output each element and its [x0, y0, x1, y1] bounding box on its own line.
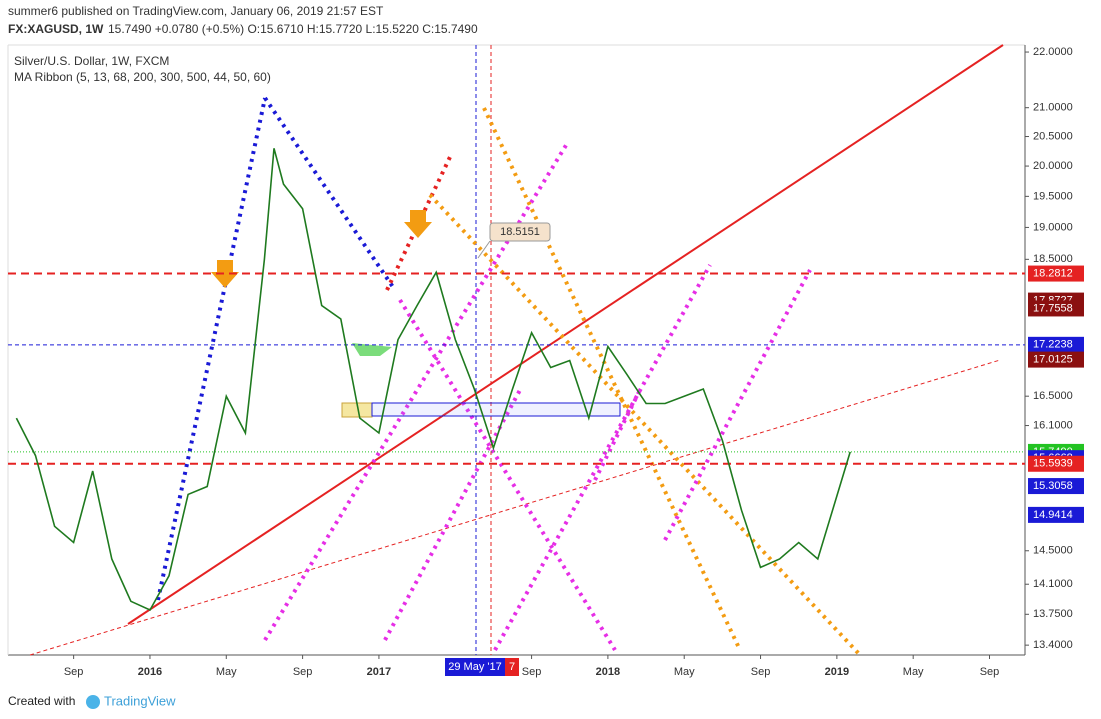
published-line: summer6 published on TradingView.com, Ja…: [8, 4, 384, 18]
crosshair-date-box: [445, 658, 505, 676]
y-tick-label: 14.1000: [1033, 578, 1073, 590]
dotted-blue: [156, 97, 267, 601]
trend-dashed: [29, 359, 1001, 656]
y-tick-label: 21.0000: [1033, 102, 1073, 114]
dotted-magenta: [493, 264, 712, 651]
price-line: [15, 148, 851, 612]
x-tick-label: May: [674, 666, 695, 678]
y-tick-label: 20.5000: [1033, 130, 1073, 142]
price-label: 15.3058: [1033, 480, 1073, 492]
x-tick-label: 2018: [596, 666, 620, 678]
price-label-box: [1028, 265, 1084, 282]
price-label-box: [1028, 455, 1084, 472]
price-label: 17.2238: [1033, 339, 1073, 351]
price-label-box: [1028, 478, 1084, 495]
legend-title: Silver/U.S. Dollar, 1W, FXCM: [14, 54, 169, 68]
x-tick-label: May: [903, 666, 924, 678]
price-label-box: [1028, 506, 1084, 523]
crosshair-date2: 7: [509, 661, 515, 673]
y-tick-label: 19.5000: [1033, 190, 1073, 202]
arrow-down: [211, 260, 239, 288]
annotation-pointer: [477, 240, 491, 259]
price-label-box: [1028, 300, 1084, 317]
x-tick-label: 2016: [138, 666, 162, 678]
y-tick-label: 13.7500: [1033, 608, 1073, 620]
y-tick-label: 16.1000: [1033, 419, 1073, 431]
legend-ma: MA Ribbon (5, 13, 68, 200, 300, 500, 44,…: [14, 70, 271, 84]
y-tick-label: 14.5000: [1033, 545, 1073, 557]
x-tick-label: Sep: [64, 666, 84, 678]
price-label: 18.2812: [1033, 267, 1073, 279]
dotted-magenta: [593, 389, 642, 481]
footer-brand: TradingView: [104, 693, 176, 708]
y-tick-label: 19.0000: [1033, 221, 1073, 233]
price-label-box: [1028, 351, 1084, 368]
x-tick-label: Sep: [751, 666, 771, 678]
x-tick-label: May: [216, 666, 237, 678]
zone-shape: [352, 343, 392, 356]
dotted-orange: [428, 193, 862, 657]
y-tick-label: 13.4000: [1033, 639, 1073, 651]
x-tick-label: 2019: [825, 666, 849, 678]
price-label: 15.5939: [1033, 458, 1073, 470]
y-tick-label: 16.5000: [1033, 390, 1073, 402]
symbol: FX:XAGUSD, 1W: [8, 22, 104, 36]
price-label: 17.0125: [1033, 354, 1073, 366]
dotted-magenta: [663, 269, 812, 541]
x-tick-label: 2017: [367, 666, 391, 678]
crosshair-date-box: [505, 658, 519, 676]
plot: 18.5151: [8, 44, 1025, 657]
zone-box: [371, 402, 621, 417]
y-tick-label: 22.0000: [1033, 46, 1073, 58]
y-tick-label: 20.0000: [1033, 160, 1073, 172]
price-label-box: [1028, 336, 1084, 353]
footer-created: Created with: [8, 694, 75, 708]
annotation-box: [489, 222, 551, 242]
y-tick-label: 18.5000: [1033, 253, 1073, 265]
annotation: 18.5151: [500, 226, 540, 238]
x-tick-label: Sep: [522, 666, 542, 678]
crosshair-date: 29 May '17: [448, 661, 501, 673]
x-tick-label: Sep: [293, 666, 313, 678]
quote: 15.7490 +0.0780 (+0.5%) O:15.6710 H:15.7…: [108, 22, 478, 36]
dotted-lines: [156, 96, 862, 657]
price-label: 14.9414: [1033, 509, 1073, 521]
price-label: 17.7558: [1033, 302, 1073, 314]
dotted-magenta: [263, 140, 570, 642]
x-tick-label: Sep: [980, 666, 1000, 678]
trend-line: [127, 44, 1004, 625]
published: summer6 published on TradingView.com, Ja…: [8, 4, 384, 18]
logo: [86, 695, 100, 709]
dotted-blue: [263, 96, 397, 292]
arrow-down: [404, 210, 432, 238]
